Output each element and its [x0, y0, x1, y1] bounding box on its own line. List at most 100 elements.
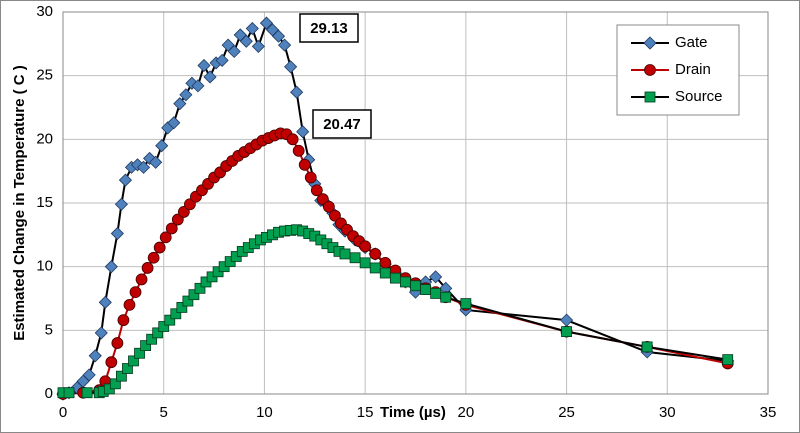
marker	[349, 252, 361, 264]
annotation-box	[312, 109, 372, 139]
marker	[339, 248, 351, 260]
marker	[158, 321, 170, 332]
marker	[82, 368, 96, 382]
marker	[152, 327, 164, 339]
marker	[170, 308, 182, 320]
marker	[159, 231, 172, 244]
marker	[284, 60, 298, 74]
y-tick-label: 15	[36, 194, 53, 211]
marker	[430, 288, 442, 299]
marker	[369, 262, 381, 274]
marker	[298, 158, 311, 171]
marker	[429, 270, 443, 284]
legend-label: Drain	[675, 61, 711, 78]
marker	[164, 314, 176, 326]
marker	[369, 248, 382, 260]
marker	[176, 302, 188, 313]
marker	[271, 29, 286, 43]
marker	[245, 21, 259, 36]
marker	[420, 284, 431, 295]
x-tick-label: 35	[760, 404, 777, 421]
marker	[203, 70, 217, 84]
x-tick-label: 10	[256, 404, 273, 421]
marker	[147, 251, 160, 264]
marker	[644, 91, 656, 103]
marker	[215, 53, 229, 67]
marker	[400, 276, 411, 288]
x-tick-label: 0	[59, 404, 67, 421]
marker	[188, 289, 200, 301]
marker	[292, 144, 305, 157]
marker	[63, 387, 75, 399]
y-tick-label: 5	[45, 321, 53, 338]
marker	[290, 85, 304, 99]
marker	[197, 58, 211, 73]
marker	[173, 97, 187, 111]
marker	[286, 133, 299, 146]
marker	[310, 184, 323, 197]
annotation-box	[299, 13, 359, 43]
marker	[460, 298, 472, 309]
marker	[111, 337, 124, 349]
marker	[116, 370, 127, 382]
marker	[110, 226, 124, 241]
marker	[109, 378, 121, 390]
annotation: 29.13	[310, 20, 348, 37]
x-tick-label: 15	[357, 404, 374, 421]
marker	[104, 260, 118, 274]
marker	[165, 222, 178, 235]
marker	[128, 355, 139, 367]
y-tick-label: 25	[36, 67, 53, 84]
marker	[227, 44, 241, 59]
marker	[304, 171, 317, 184]
marker	[105, 356, 118, 369]
marker	[114, 197, 128, 211]
marker	[239, 34, 253, 48]
y-tick-label: 0	[45, 385, 53, 402]
annotation: 20.47	[323, 116, 361, 133]
y-axis-label: Estimated Change in Temperature ( C )	[11, 65, 28, 341]
marker	[410, 280, 421, 292]
y-tick-label: 20	[36, 130, 53, 147]
marker	[359, 240, 372, 253]
marker	[722, 354, 734, 366]
marker	[123, 298, 136, 311]
plot-frame	[62, 11, 769, 395]
marker	[359, 257, 371, 269]
marker	[322, 200, 335, 213]
marker	[118, 173, 133, 187]
marker	[129, 286, 142, 299]
x-tick-label: 30	[659, 404, 676, 421]
marker	[117, 314, 130, 327]
marker	[389, 272, 401, 284]
marker	[440, 291, 452, 303]
marker	[141, 262, 154, 274]
marker	[134, 347, 145, 359]
x-tick-label: 25	[558, 404, 575, 421]
marker	[251, 39, 265, 53]
marker	[153, 241, 166, 254]
y-tick-label: 30	[36, 3, 53, 20]
x-tick-label: 20	[458, 404, 475, 421]
marker	[137, 160, 151, 174]
marker	[641, 341, 653, 353]
marker	[167, 116, 181, 130]
legend-label: Gate	[675, 34, 708, 51]
marker	[379, 267, 391, 279]
marker	[135, 273, 148, 286]
marker	[155, 139, 169, 153]
marker	[98, 295, 112, 309]
marker	[140, 340, 151, 352]
marker	[191, 79, 205, 93]
marker	[296, 125, 310, 139]
marker	[179, 88, 193, 102]
x-axis-label: Time (µs)	[380, 404, 446, 421]
marker	[94, 326, 108, 340]
marker	[88, 349, 102, 363]
marker	[643, 36, 657, 50]
marker	[278, 38, 292, 52]
marker	[194, 282, 206, 294]
marker	[146, 333, 158, 345]
marker	[259, 16, 274, 30]
